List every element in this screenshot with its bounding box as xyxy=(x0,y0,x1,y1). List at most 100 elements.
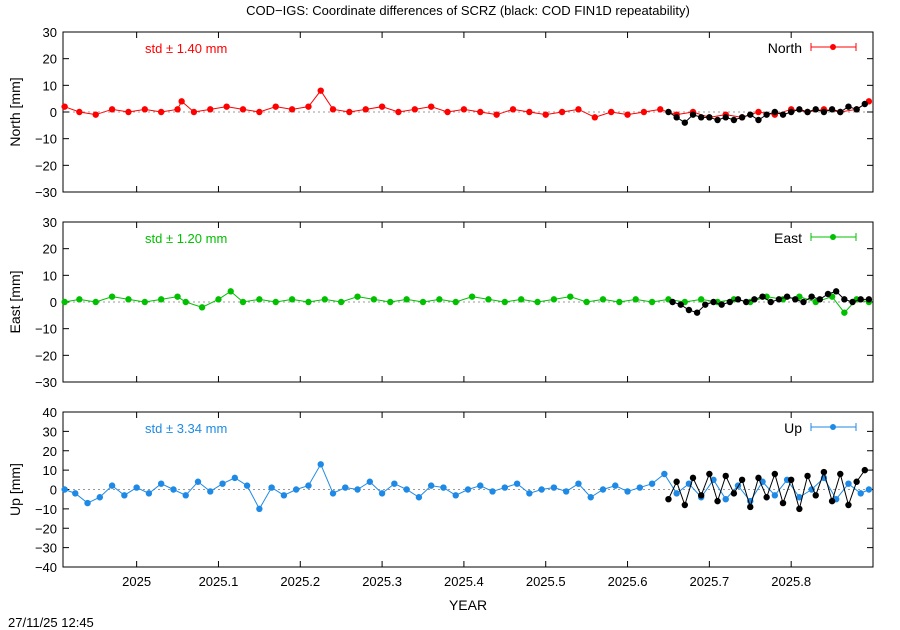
up-series-1-point xyxy=(747,503,754,511)
east-series-1-point xyxy=(792,296,799,303)
north-series-1-point xyxy=(845,103,852,110)
up-series-0-point xyxy=(489,488,496,495)
north-series-0-point xyxy=(444,108,451,116)
up-series-0-point xyxy=(865,486,873,493)
up-series-0-point xyxy=(427,482,435,489)
up-series-0-point xyxy=(612,482,619,489)
north-series-0-point xyxy=(755,108,762,116)
east-series-0-point xyxy=(599,296,607,303)
up-legend-label: Up xyxy=(784,420,802,436)
north-series-1-point xyxy=(820,108,828,116)
x-tick-label: 2025.7 xyxy=(689,574,729,589)
east-series-0-point xyxy=(125,296,132,303)
north-series-0-point xyxy=(223,103,230,110)
up-series-1-point xyxy=(853,478,860,485)
up-series-0-point xyxy=(268,484,275,491)
north-series-0-point xyxy=(141,106,149,113)
north-series-0-point xyxy=(378,103,386,110)
east-series-0-point xyxy=(567,293,574,300)
up-series-0-point xyxy=(317,461,324,468)
north-series-1-point xyxy=(673,114,680,121)
x-tick-label: 2025.2 xyxy=(280,574,320,589)
north-series-0-point xyxy=(591,114,599,121)
north-series-1-point xyxy=(689,111,697,118)
east-series-0-point xyxy=(215,296,222,303)
north-series-1-point xyxy=(812,106,819,113)
x-axis-label: YEAR xyxy=(449,597,487,613)
up-series-1-point xyxy=(845,501,852,509)
up-series-1-point xyxy=(755,474,762,482)
east-series-0-point xyxy=(468,293,476,300)
up-series-0-point xyxy=(329,490,337,497)
up-series-0-point xyxy=(145,490,153,497)
east-series-0-point xyxy=(370,296,378,303)
east-series-0-point xyxy=(841,309,848,316)
up-ytick-label: −10 xyxy=(35,502,57,517)
east-series-0-point xyxy=(534,298,541,306)
up-series-0-point xyxy=(587,494,594,501)
up-series-1-point xyxy=(787,476,795,484)
up-series-1-point xyxy=(812,492,819,499)
north-ytick-label: 20 xyxy=(43,52,57,67)
east-series-0-point xyxy=(452,298,459,306)
east-series-0-point xyxy=(174,293,181,300)
east-series-0-point xyxy=(305,298,312,306)
up-series-0-point xyxy=(599,486,607,493)
north-series-1-point xyxy=(763,111,770,118)
east-series-0-point xyxy=(272,298,279,306)
up-series-0-point xyxy=(464,486,472,493)
up-series-0-point xyxy=(673,490,680,497)
north-series-1-point xyxy=(755,116,762,124)
up-series-1-point xyxy=(706,470,713,478)
up-series-1-point xyxy=(820,468,828,476)
north-series-0-point xyxy=(558,108,566,116)
north-panel: −30 −20 −10 0 10 20 30 North [mm] std ± 1.40 mm N… xyxy=(7,25,874,200)
east-ytick-label: −20 xyxy=(35,348,57,363)
up-y-axis-label: Up [mm] xyxy=(7,463,23,516)
north-series-1-point xyxy=(714,116,721,124)
up-series-0-point xyxy=(513,480,521,487)
north-series-0-point xyxy=(329,106,337,113)
figure-title: COD−IGS: Coordinate differences of SCRZ … xyxy=(246,3,690,18)
up-series-0-point xyxy=(808,486,815,493)
east-series-0-point xyxy=(616,298,623,306)
up-series-0-point xyxy=(280,492,288,499)
up-series-0-point xyxy=(722,495,729,503)
east-series-1-point xyxy=(677,301,684,308)
up-std-label: std ± 3.34 mm xyxy=(145,421,227,436)
up-series-0-point xyxy=(562,488,570,495)
east-series-1-point xyxy=(808,293,815,300)
north-series-1-point xyxy=(722,114,729,121)
east-std-label: std ± 1.20 mm xyxy=(145,231,227,246)
x-tick-label: 2025.8 xyxy=(771,574,811,589)
up-series-0-point xyxy=(575,480,582,487)
north-ytick-label: −30 xyxy=(35,185,57,200)
north-series-1-point xyxy=(828,106,836,113)
up-legend-marker xyxy=(830,424,836,430)
north-series-1-point xyxy=(681,119,689,126)
north-series-1-point xyxy=(738,114,746,121)
east-series-1-point xyxy=(751,296,758,303)
up-series-1-point xyxy=(861,466,869,474)
east-series-0-point xyxy=(141,298,149,306)
up-series-1-point xyxy=(722,472,729,480)
up-series-1-point xyxy=(673,478,680,485)
up-series-0-point xyxy=(440,484,447,491)
north-series-0-point xyxy=(108,106,116,113)
north-series-1-point xyxy=(779,111,787,118)
up-series-0-point xyxy=(857,490,864,497)
north-legend-marker xyxy=(830,44,836,50)
east-series-0-point xyxy=(198,304,206,311)
up-series-0-point xyxy=(845,480,852,487)
up-series-0-point xyxy=(378,490,386,497)
up-ytick-label: 40 xyxy=(43,405,57,420)
east-series-1-point xyxy=(824,290,832,298)
east-panel: −30 −20 −10 0 10 20 30 East [mm] std ± 1.20 mm Ea… xyxy=(7,215,874,390)
up-series-1-point xyxy=(779,499,787,507)
north-series-0-point xyxy=(575,106,582,113)
east-series-0-point xyxy=(632,296,639,303)
up-series-0-point xyxy=(661,470,668,478)
up-series-0-point xyxy=(342,484,349,491)
north-series-1-point xyxy=(804,108,811,116)
north-series-1-point xyxy=(787,108,795,116)
